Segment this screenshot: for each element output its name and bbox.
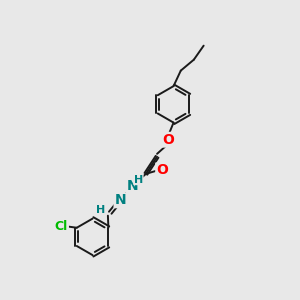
Text: N: N xyxy=(127,179,138,193)
Text: N: N xyxy=(114,193,126,207)
Text: H: H xyxy=(134,175,143,185)
Text: H: H xyxy=(96,206,105,215)
Text: O: O xyxy=(156,163,168,177)
Text: Cl: Cl xyxy=(55,220,68,233)
Text: O: O xyxy=(162,133,174,147)
